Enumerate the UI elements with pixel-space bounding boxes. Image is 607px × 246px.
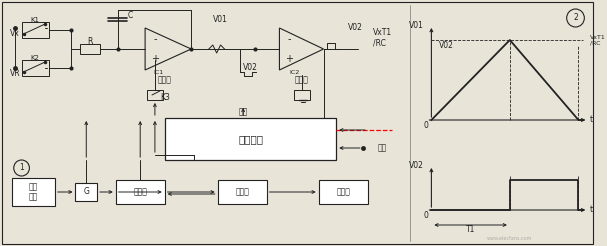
Text: IC2: IC2 [289, 71, 299, 76]
Text: -: - [153, 34, 157, 44]
Bar [218, 180, 266, 204]
Text: t: t [590, 116, 594, 124]
Polygon shape [145, 28, 191, 70]
Text: +: + [285, 54, 293, 64]
Circle shape [14, 160, 29, 176]
Bar [294, 90, 310, 100]
Bar [147, 90, 163, 100]
Text: 0: 0 [423, 211, 428, 219]
Text: V02: V02 [409, 160, 424, 169]
Bar [22, 22, 49, 38]
Text: C: C [127, 12, 133, 20]
Text: VxT1
/RC: VxT1 /RC [373, 28, 392, 48]
Text: 比较器: 比较器 [295, 76, 309, 84]
Text: V01: V01 [409, 20, 424, 30]
Text: 清零: 清零 [378, 143, 387, 153]
Text: 溢出: 溢出 [239, 108, 248, 117]
Text: 时钟
脉冲: 时钟 脉冲 [29, 182, 38, 202]
Text: T1: T1 [466, 226, 475, 234]
Bar [116, 180, 164, 204]
Text: t: t [590, 205, 594, 215]
Text: V02: V02 [347, 24, 362, 32]
Text: K3: K3 [160, 92, 169, 102]
Bar [164, 118, 336, 160]
Text: 0: 0 [423, 121, 428, 129]
Text: VR: VR [10, 68, 21, 77]
Text: IC1: IC1 [154, 71, 164, 76]
Text: 控制逻辑: 控制逻辑 [238, 134, 263, 144]
Bar [22, 60, 49, 76]
Text: Vx: Vx [10, 29, 19, 37]
Text: V01: V01 [213, 15, 228, 25]
Text: -: - [288, 34, 291, 44]
Text: VxT1
/RC: VxT1 /RC [590, 35, 606, 46]
Text: 译码器: 译码器 [236, 187, 249, 197]
Text: www.elecfans.com: www.elecfans.com [487, 235, 532, 241]
Bar [12, 178, 55, 206]
Text: K1: K1 [31, 17, 40, 23]
Text: 积分器: 积分器 [158, 76, 172, 84]
Text: +: + [151, 54, 159, 64]
Text: 2: 2 [573, 14, 578, 22]
Text: G: G [83, 187, 89, 197]
Text: V02: V02 [439, 41, 453, 49]
Text: 显示器: 显示器 [336, 187, 350, 197]
Text: 计数器: 计数器 [134, 187, 147, 197]
Text: R: R [87, 36, 93, 46]
Text: 1: 1 [19, 164, 24, 172]
Text: V02: V02 [243, 63, 257, 73]
Polygon shape [279, 28, 324, 70]
Bar [75, 183, 97, 201]
Bar [80, 44, 100, 54]
Circle shape [567, 9, 585, 27]
Text: K2: K2 [31, 55, 39, 61]
Bar [319, 180, 368, 204]
